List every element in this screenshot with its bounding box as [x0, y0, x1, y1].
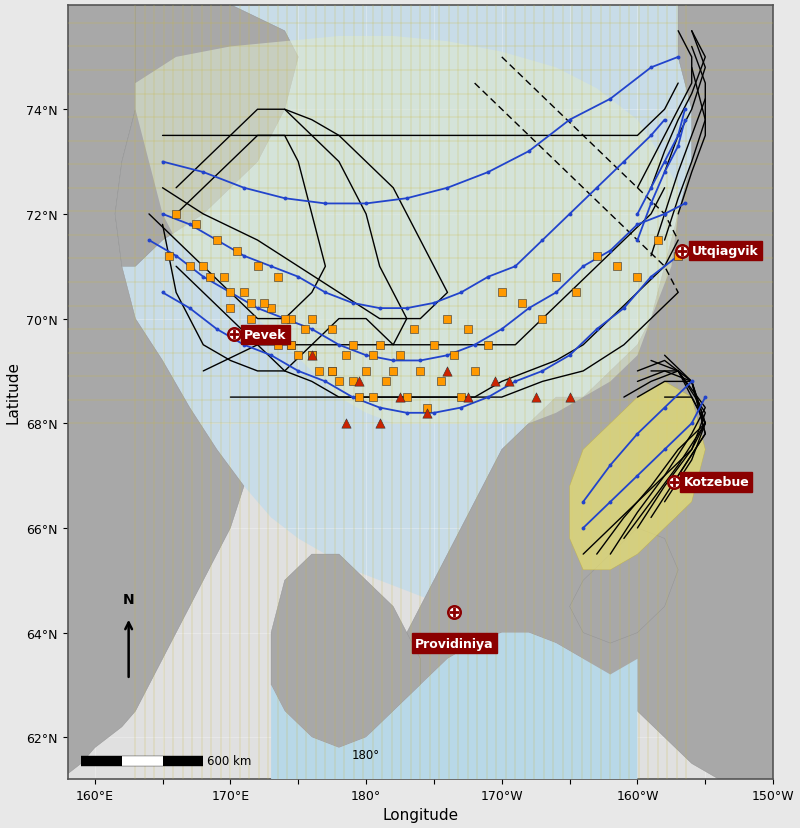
Point — [271, 271, 284, 284]
Point — [672, 250, 685, 263]
Point — [339, 349, 352, 363]
Point — [394, 391, 406, 404]
Point — [265, 302, 278, 315]
Point — [441, 365, 454, 378]
Point — [333, 375, 346, 388]
Point — [380, 375, 393, 388]
X-axis label: Longitude: Longitude — [382, 807, 458, 822]
Text: 600 km: 600 km — [207, 754, 252, 768]
Point — [306, 349, 318, 363]
Point — [374, 339, 386, 352]
Point — [224, 302, 237, 315]
Polygon shape — [570, 382, 706, 570]
Point — [631, 271, 644, 284]
Point — [536, 313, 549, 326]
Point — [285, 339, 298, 352]
Point — [251, 323, 264, 336]
Point — [495, 286, 508, 300]
Point — [346, 375, 359, 388]
Point — [530, 391, 542, 404]
Point — [271, 339, 284, 352]
Point — [251, 260, 264, 273]
Point — [258, 297, 270, 310]
Point — [502, 375, 515, 388]
Polygon shape — [271, 555, 420, 748]
Point — [244, 313, 257, 326]
Point — [421, 402, 434, 415]
Polygon shape — [366, 6, 773, 779]
Point — [516, 297, 529, 310]
Point — [366, 391, 379, 404]
Point — [366, 349, 379, 363]
Point — [306, 349, 318, 363]
Polygon shape — [115, 6, 773, 607]
Point — [462, 323, 474, 336]
Point — [468, 365, 481, 378]
Polygon shape — [570, 528, 678, 643]
Point — [326, 323, 338, 336]
Text: Kotzebue: Kotzebue — [683, 476, 750, 489]
Point — [298, 323, 311, 336]
Point — [387, 365, 400, 378]
Point — [306, 349, 318, 363]
Point — [610, 260, 623, 273]
Point — [210, 234, 223, 248]
Point — [244, 297, 257, 310]
Polygon shape — [135, 37, 678, 424]
Point — [278, 313, 291, 326]
Point — [197, 260, 210, 273]
Point — [441, 313, 454, 326]
Polygon shape — [67, 6, 298, 267]
Point — [285, 313, 298, 326]
Point — [651, 234, 664, 248]
Text: Providiniya: Providiniya — [415, 637, 494, 650]
Point — [407, 323, 420, 336]
Point — [563, 391, 576, 404]
Point — [353, 375, 366, 388]
Point — [218, 271, 230, 284]
Point — [590, 250, 603, 263]
Point — [454, 391, 467, 404]
Polygon shape — [67, 6, 244, 774]
Point — [163, 250, 176, 263]
Polygon shape — [271, 633, 638, 779]
Text: Utqiagvik: Utqiagvik — [692, 245, 758, 258]
Point — [306, 313, 318, 326]
Point — [360, 365, 373, 378]
Point — [346, 339, 359, 352]
Text: Pevek: Pevek — [244, 329, 286, 341]
Text: N: N — [123, 593, 134, 607]
Y-axis label: Latitude: Latitude — [6, 361, 21, 424]
Point — [462, 391, 474, 404]
Point — [394, 349, 406, 363]
Point — [414, 365, 426, 378]
Point — [224, 286, 237, 300]
Point — [570, 286, 582, 300]
Point — [374, 417, 386, 431]
Point — [292, 349, 305, 363]
Point — [238, 286, 250, 300]
Point — [339, 417, 352, 431]
Point — [183, 260, 196, 273]
Point — [400, 391, 413, 404]
Point — [326, 365, 338, 378]
Point — [170, 208, 182, 221]
Point — [448, 349, 461, 363]
Point — [326, 365, 338, 378]
Point — [285, 339, 298, 352]
Point — [550, 271, 562, 284]
Point — [265, 323, 278, 336]
Point — [190, 219, 203, 232]
Point — [489, 375, 502, 388]
Point — [353, 391, 366, 404]
Text: 180°: 180° — [352, 748, 380, 761]
Point — [427, 339, 440, 352]
Point — [421, 407, 434, 420]
Point — [312, 365, 325, 378]
Point — [230, 244, 243, 258]
Point — [434, 375, 447, 388]
Point — [482, 339, 494, 352]
Point — [204, 271, 217, 284]
